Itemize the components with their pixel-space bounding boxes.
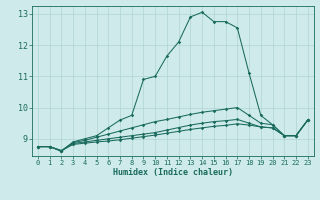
- X-axis label: Humidex (Indice chaleur): Humidex (Indice chaleur): [113, 168, 233, 177]
